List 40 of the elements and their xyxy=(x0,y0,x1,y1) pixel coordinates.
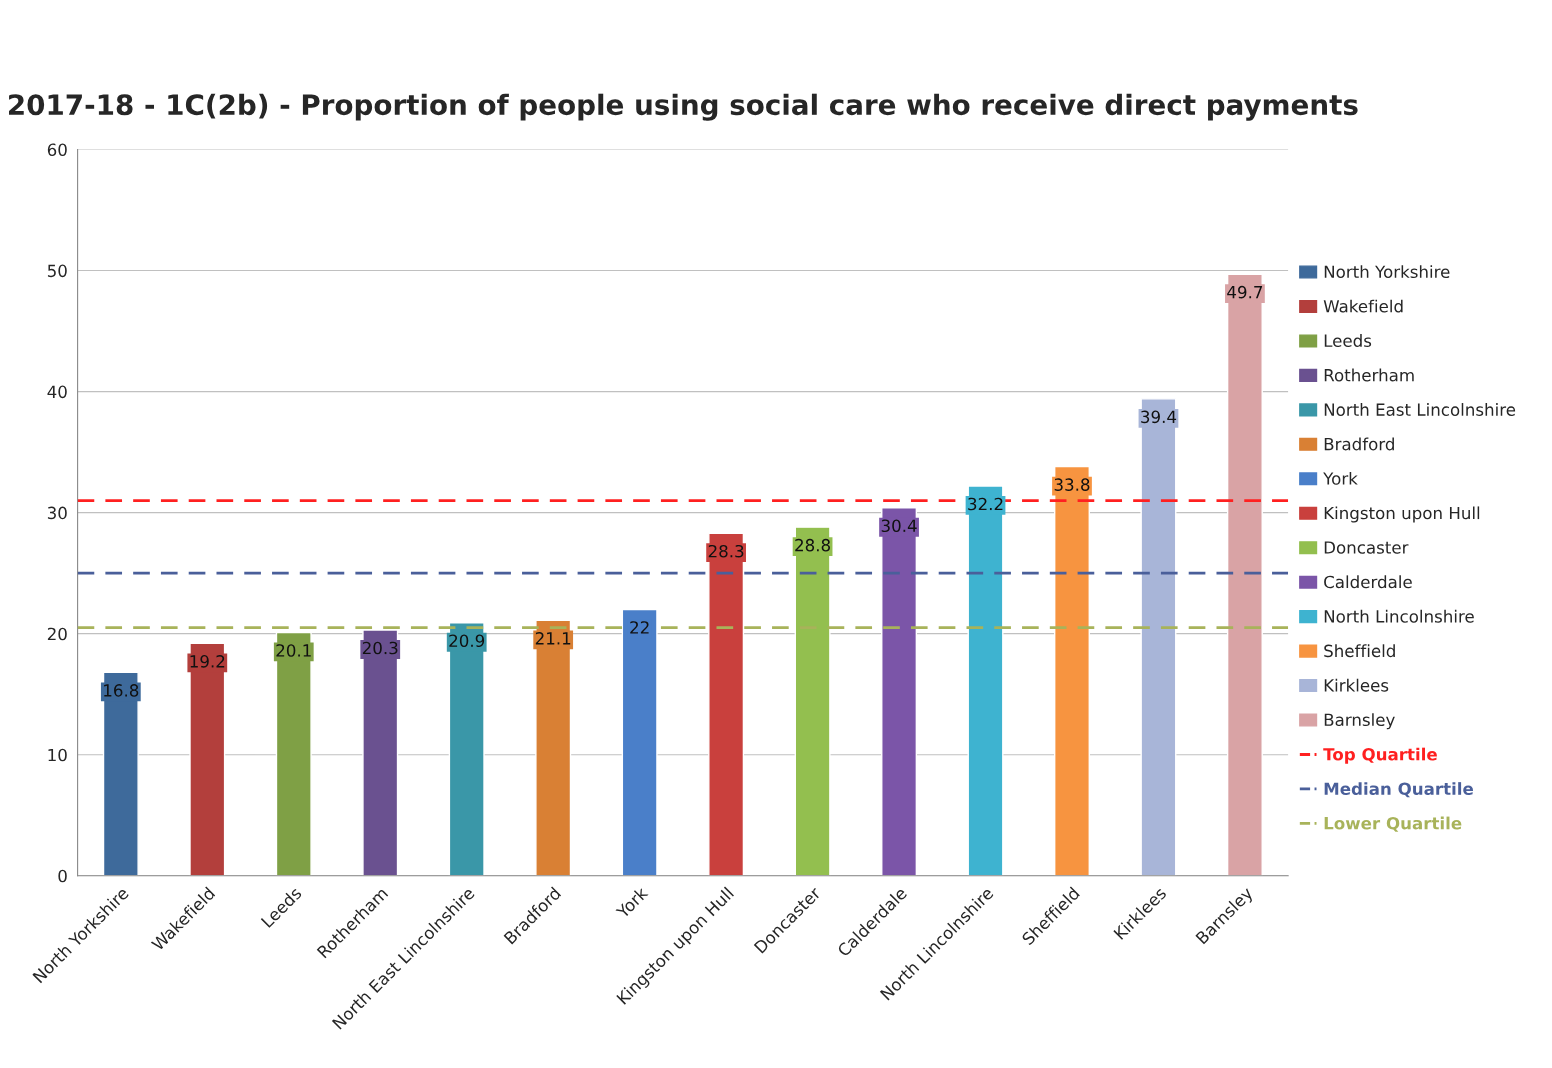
data-label: 20.3 xyxy=(362,641,398,655)
category-label: Kirklees xyxy=(1324,678,1389,692)
category-label: Barnsley xyxy=(1324,713,1395,730)
category-label: North East Lincolnshire xyxy=(1324,403,1516,416)
y-tick-label: 30 xyxy=(47,506,67,520)
y-tick-label: 20 xyxy=(47,627,67,641)
data-label: 32.2 xyxy=(968,497,1003,511)
data-label: 49.7 xyxy=(1227,285,1263,299)
category-label: Sheffield xyxy=(1324,644,1395,658)
data-label: 19.2 xyxy=(190,655,225,668)
data-label: 22 xyxy=(630,621,649,634)
data-label: 28.8 xyxy=(795,538,830,552)
legend-label: Lower Quartile xyxy=(1324,816,1462,832)
category-label: York xyxy=(1323,471,1358,485)
category-label: Calderdale xyxy=(1324,575,1412,589)
data-label: 28.3 xyxy=(708,544,744,558)
category-label: North Yorkshire xyxy=(1324,265,1450,279)
category-label: Doncaster xyxy=(1324,541,1409,554)
data-label: 16.8 xyxy=(104,684,139,697)
category-label: Rotherham xyxy=(1324,368,1414,382)
data-label: 39.4 xyxy=(1141,410,1177,424)
data-label: 30.4 xyxy=(881,519,917,533)
category-label: Leeds xyxy=(1324,334,1372,348)
data-label: 20.1 xyxy=(276,644,311,657)
x-tick-label: York xyxy=(615,885,649,920)
legend-label: Top Quartile xyxy=(1323,747,1437,764)
category-label: Wakefield xyxy=(1323,299,1403,313)
y-tick-label: 40 xyxy=(47,385,67,399)
data-label: 33.8 xyxy=(1054,478,1090,491)
chart-title: 2017-18 - 1C(2b) - Proportion of people using social care who receive direct payments xyxy=(9,93,1358,121)
y-tick-label: 60 xyxy=(47,143,67,157)
category-label: Bradford xyxy=(1324,437,1394,451)
data-label: 21.1 xyxy=(535,632,571,645)
category-label: Kingston upon Hull xyxy=(1324,506,1480,523)
legend-label: Median Quartile xyxy=(1324,782,1473,798)
y-tick-label: 50 xyxy=(47,264,67,278)
data-label: 20.9 xyxy=(449,634,485,648)
y-tick-label: 10 xyxy=(48,748,67,762)
category-label: North Lincolnshire xyxy=(1324,609,1474,623)
y-tick-label: 0 xyxy=(58,869,67,883)
